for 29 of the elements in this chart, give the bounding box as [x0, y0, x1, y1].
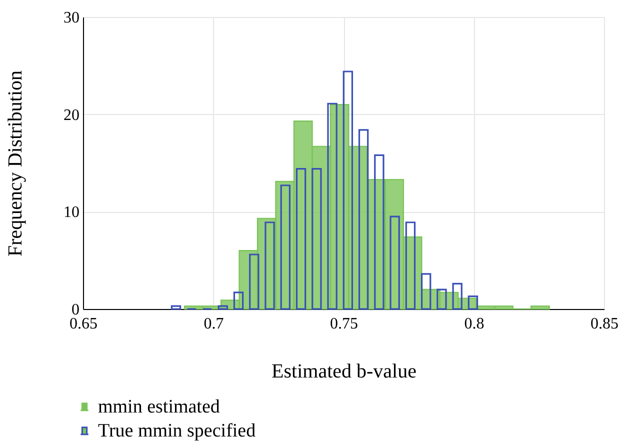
- legend-label: True mmin specified: [98, 420, 256, 442]
- bar: [312, 168, 322, 310]
- bar: [468, 296, 478, 310]
- bar: [249, 254, 260, 310]
- bar: [358, 129, 369, 310]
- x-tick-label: 0.7: [204, 316, 224, 332]
- x-tick-label: 0.75: [330, 316, 358, 332]
- bar: [452, 282, 462, 310]
- bar: [436, 288, 447, 310]
- y-tick-label: 10: [64, 204, 80, 222]
- x-axis-title: Estimated b-value: [272, 360, 417, 382]
- y-tick-label: 0: [72, 302, 80, 318]
- legend-label: mmin estimated: [98, 396, 220, 418]
- bar: [405, 222, 416, 310]
- bar: [342, 70, 354, 310]
- x-tick-label: 0.8: [464, 316, 484, 332]
- bar: [233, 292, 244, 310]
- y-tick-label: 20: [64, 106, 80, 124]
- bar: [374, 154, 384, 310]
- bar: [327, 102, 338, 310]
- x-tick-label: 0.85: [590, 316, 618, 332]
- y-axis-title: Frequency Distribution: [4, 70, 26, 257]
- y-tick-label: 30: [64, 10, 80, 26]
- bar: [390, 216, 400, 310]
- bar: [170, 305, 182, 310]
- bar: [296, 168, 306, 310]
- x-tick-label: 0.65: [70, 316, 98, 332]
- bar: [218, 305, 228, 310]
- bar: [420, 273, 432, 310]
